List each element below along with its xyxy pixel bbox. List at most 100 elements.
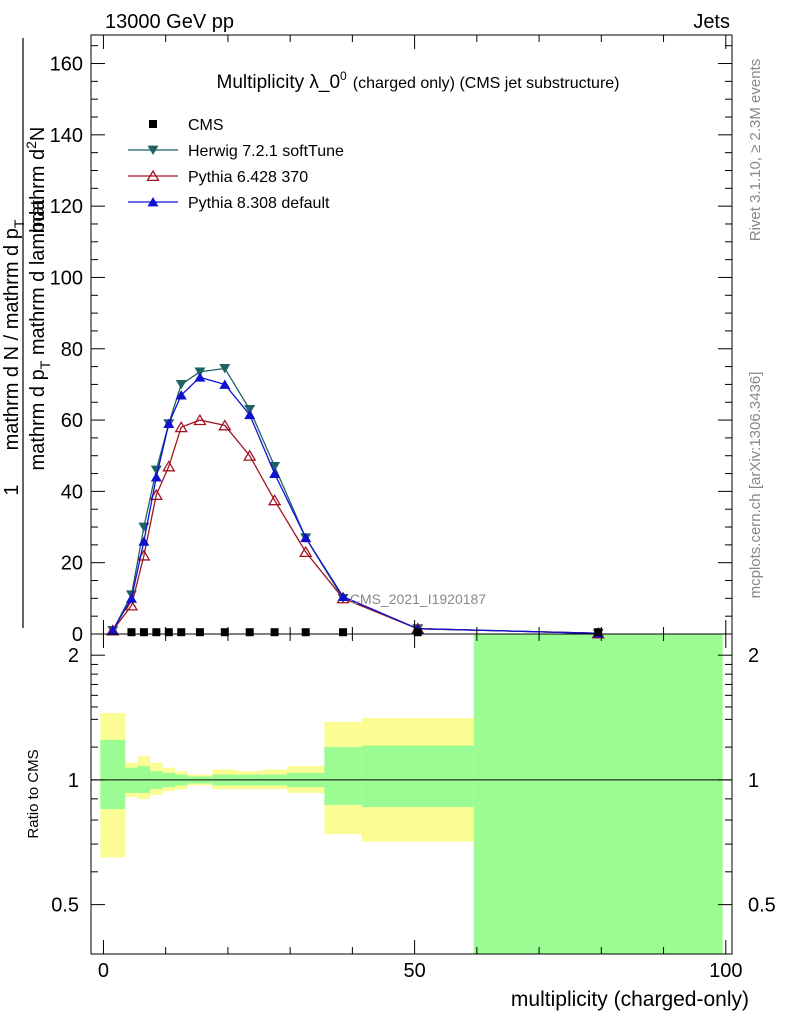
main-ytick-label-6: 120 bbox=[50, 196, 83, 218]
series-2-point-3 bbox=[149, 488, 163, 500]
series-line-3 bbox=[112, 376, 599, 634]
series-1-point-8 bbox=[244, 404, 256, 415]
series-0-point-4 bbox=[177, 628, 186, 637]
series-2-point-10 bbox=[299, 545, 313, 558]
ratio-band-inner-13 bbox=[473, 634, 723, 954]
x-axis-label: multiplicity (charged-only) bbox=[511, 988, 749, 1011]
ratio-ytick-label-left-1: 1 bbox=[68, 770, 79, 792]
main-ytick-label-4: 80 bbox=[61, 339, 83, 361]
axis-ticks: 0 20 40 60 80 100 120 140 160 0 50 100 0.5 0.5 1 1 2 2 bbox=[50, 35, 776, 982]
series-2-point-7 bbox=[218, 419, 232, 431]
ratio-ytick-label-left-0: 0.5 bbox=[51, 895, 79, 917]
series-2-point-6 bbox=[193, 413, 207, 426]
main-ytick-label-3: 60 bbox=[61, 410, 83, 432]
series-0-point-9 bbox=[301, 628, 310, 637]
series-0-point-2 bbox=[152, 628, 161, 637]
series-3-point-0 bbox=[107, 625, 119, 635]
analysis-watermark: CMS_2021_I1920187 bbox=[350, 591, 486, 607]
series-0-point-11 bbox=[413, 628, 422, 637]
ratio-band-inner-12 bbox=[361, 745, 474, 808]
svg-text:mathrm d2N: mathrm d2N bbox=[23, 127, 49, 234]
series-0-point-12 bbox=[594, 628, 603, 637]
main-ytick-label-1: 20 bbox=[61, 553, 83, 575]
main-series-lines bbox=[106, 363, 605, 639]
y-label-second-den-sub: T bbox=[37, 360, 53, 369]
main-ytick-label-5: 100 bbox=[50, 267, 83, 289]
series-1-point-9 bbox=[269, 462, 281, 472]
series-0-point-6 bbox=[220, 628, 229, 637]
y-label-second-num-end: N bbox=[27, 127, 49, 141]
legend-item-1: Herwig 7.2.1 softTune bbox=[128, 143, 344, 160]
title-suffix: (charged only) (CMS jet substructure) bbox=[353, 75, 620, 92]
ratio-band-inner-11 bbox=[324, 747, 362, 805]
xtick-label-1: 50 bbox=[403, 960, 425, 982]
main-ytick-label-0: 0 bbox=[72, 624, 83, 646]
series-1-point-5 bbox=[175, 380, 187, 390]
series-0-point-8 bbox=[270, 628, 279, 637]
main-ytick-label-8: 160 bbox=[50, 54, 83, 76]
legend-marker-0 bbox=[149, 120, 157, 128]
legend-label-2: Pythia 6.428 370 bbox=[188, 169, 308, 186]
series-2-point-8 bbox=[243, 449, 257, 461]
y-label-numerator-1: 1 bbox=[1, 484, 23, 495]
rivet-version-label: Rivet 3.1.10, ≥ 2.3M events bbox=[747, 59, 764, 242]
legend-item-2: Pythia 6.428 370 bbox=[128, 169, 308, 186]
xtick-label-0: 0 bbox=[98, 960, 109, 982]
plot-title-text: Multiplicity λ_00 (charged only) (CMS jet… bbox=[217, 69, 620, 93]
y-label-denominator: mathrm d N / mathrm d p bbox=[1, 228, 23, 450]
ratio-ytick-label-right-2: 2 bbox=[748, 645, 759, 667]
plot-title: Multiplicity λ_00 (charged only) (CMS jet… bbox=[217, 69, 620, 93]
series-0-point-5 bbox=[195, 628, 204, 637]
title-superscript: 0 bbox=[340, 69, 347, 83]
y-label-second-numerator: mathrm d2N bbox=[23, 127, 49, 234]
series-0-point-3 bbox=[164, 628, 173, 637]
ratio-ytick-label-right-0: 0.5 bbox=[748, 895, 776, 917]
legend-marker-1 bbox=[147, 145, 159, 155]
series-3-point-1 bbox=[125, 593, 137, 603]
series-0-point-1 bbox=[139, 628, 148, 637]
series-2-point-1 bbox=[124, 599, 139, 611]
legend-item-3: Pythia 8.308 default bbox=[128, 195, 330, 212]
xtick-label-2: 100 bbox=[709, 960, 742, 982]
series-cms bbox=[127, 628, 603, 637]
series-3-point-7 bbox=[219, 379, 231, 389]
y-label-second-den: mathrm d p bbox=[27, 369, 49, 470]
legend-marker-2 bbox=[146, 169, 160, 182]
legend-item-0: CMS bbox=[149, 117, 224, 134]
svg-text:mathrm d N / mathrm d pT: mathrm d N / mathrm d pT bbox=[1, 219, 27, 450]
series-3-point-9 bbox=[269, 468, 281, 478]
ratio-band-inner-0 bbox=[100, 739, 126, 810]
ratio-uncertainty-bands bbox=[91, 634, 732, 954]
legend: CMS Herwig 7.2.1 softTune Pythia 6.428 370… bbox=[128, 117, 344, 212]
title-main: Multiplicity λ_0 bbox=[217, 72, 341, 93]
series-3-point-8 bbox=[244, 409, 256, 420]
y-label-second-num: mathrm d bbox=[27, 149, 49, 233]
series-1-point-6 bbox=[194, 367, 206, 377]
series-3-point-10 bbox=[300, 532, 312, 543]
series-0-point-7 bbox=[245, 628, 254, 637]
series-line-1 bbox=[112, 367, 599, 634]
ratio-ytick-label-left-2: 2 bbox=[68, 645, 79, 667]
ratio-plot-frame bbox=[90, 633, 733, 955]
series-3-point-6 bbox=[194, 372, 206, 382]
series-0-point-0 bbox=[127, 628, 136, 637]
main-ytick-label-2: 40 bbox=[61, 481, 83, 503]
series-1-point-7 bbox=[219, 363, 231, 374]
category-label: Jets bbox=[693, 11, 730, 33]
ratio-ytick-label-right-1: 1 bbox=[748, 770, 759, 792]
y-label-second-num-sup: 2 bbox=[23, 141, 39, 149]
svg-text:mathrm d pT mathrm d lambda: mathrm d pT mathrm d lambda bbox=[27, 199, 53, 471]
legend-label-1: Herwig 7.2.1 softTune bbox=[188, 143, 344, 160]
legend-label-0: CMS bbox=[188, 117, 224, 134]
y-label-denominator-sub: T bbox=[11, 219, 27, 228]
y-label-second-den-end: mathrm d lambda bbox=[27, 199, 49, 361]
series-3-point-2 bbox=[138, 536, 150, 546]
legend-marker-3 bbox=[147, 197, 159, 207]
energy-label: 13000 GeV pp bbox=[105, 11, 234, 33]
main-y-label-left: mathrm d N / mathrm d pT bbox=[1, 219, 27, 450]
series-3-point-5 bbox=[175, 390, 187, 400]
series-0-point-10 bbox=[339, 628, 348, 637]
legend-label-3: Pythia 8.308 default bbox=[188, 195, 330, 212]
series-3-point-4 bbox=[163, 418, 175, 429]
